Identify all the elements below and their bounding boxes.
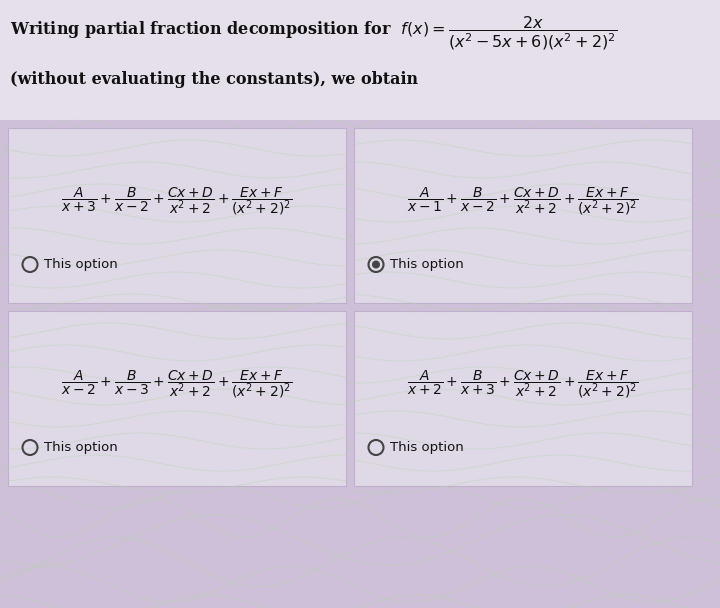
- FancyBboxPatch shape: [0, 0, 720, 120]
- FancyBboxPatch shape: [8, 128, 346, 303]
- Text: $\dfrac{A}{x-1} + \dfrac{B}{x-2} + \dfrac{Cx+D}{x^2+2} + \dfrac{Ex+F}{(x^2+2)^2}: $\dfrac{A}{x-1} + \dfrac{B}{x-2} + \dfra…: [408, 185, 639, 218]
- Text: This option: This option: [44, 441, 118, 454]
- FancyBboxPatch shape: [8, 311, 346, 486]
- Text: Writing partial fraction decomposition for  $f(x) = \dfrac{2x}{(x^2-5x+6)(x^2+2): Writing partial fraction decomposition f…: [10, 14, 617, 52]
- Circle shape: [372, 260, 380, 269]
- Text: $\dfrac{A}{x+3} + \dfrac{B}{x-2} + \dfrac{Cx+D}{x^2+2} + \dfrac{Ex+F}{(x^2+2)^2}: $\dfrac{A}{x+3} + \dfrac{B}{x-2} + \dfra…: [61, 185, 292, 218]
- Text: $\dfrac{A}{x-2} + \dfrac{B}{x-3} + \dfrac{Cx+D}{x^2+2} + \dfrac{Ex+F}{(x^2+2)^2}: $\dfrac{A}{x-2} + \dfrac{B}{x-3} + \dfra…: [61, 368, 292, 401]
- FancyBboxPatch shape: [354, 128, 692, 303]
- FancyBboxPatch shape: [354, 311, 692, 486]
- Text: This option: This option: [390, 441, 464, 454]
- Text: (without evaluating the constants), we obtain: (without evaluating the constants), we o…: [10, 72, 418, 89]
- Text: This option: This option: [44, 258, 118, 271]
- Text: This option: This option: [390, 258, 464, 271]
- Text: $\dfrac{A}{x+2} + \dfrac{B}{x+3} + \dfrac{Cx+D}{x^2+2} + \dfrac{Ex+F}{(x^2+2)^2}: $\dfrac{A}{x+2} + \dfrac{B}{x+3} + \dfra…: [408, 368, 639, 401]
